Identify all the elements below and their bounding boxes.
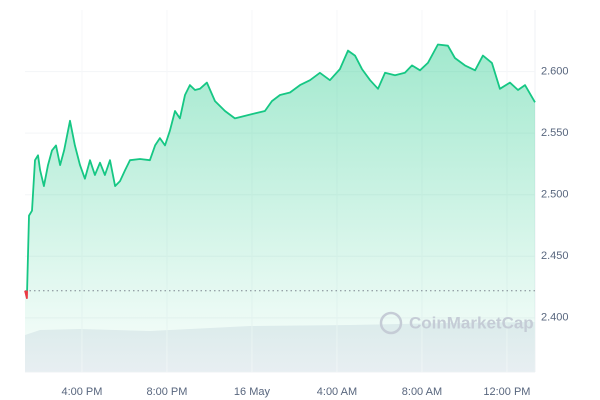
watermark: CoinMarketCap (379, 311, 534, 335)
x-tick-label: 12:00 PM (483, 386, 530, 398)
x-tick-label: 8:00 AM (402, 386, 442, 398)
x-tick-label: 4:00 PM (61, 386, 102, 398)
x-tick-label: 16 May (234, 386, 271, 398)
y-tick-label: 2.600 (541, 65, 569, 77)
area (25, 44, 535, 372)
y-tick-label: 2.500 (541, 189, 569, 201)
y-tick-label: 2.400 (541, 312, 569, 324)
y-tick-label: 2.550 (541, 127, 569, 139)
watermark-text: CoinMarketCap (409, 313, 534, 332)
y-tick-label: 2.450 (541, 250, 569, 262)
x-tick-label: 8:00 PM (146, 386, 187, 398)
price-line (24, 43, 536, 299)
x-tick-label: 4:00 AM (317, 386, 357, 398)
